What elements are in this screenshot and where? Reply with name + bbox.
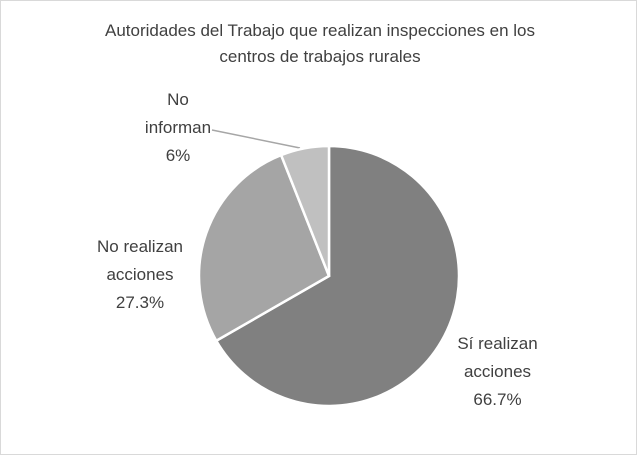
data-label: No informan 6%	[133, 86, 223, 170]
value-label: 6%	[165, 146, 191, 165]
chart-title: Autoridades del Trabajo que realizan ins…	[105, 21, 535, 66]
category-label: Sí realizan acciones	[457, 334, 538, 381]
value-label: 66.7%	[473, 390, 522, 409]
pie-slice	[214, 144, 461, 408]
data-label: Sí realizan acciones 66.7%	[445, 330, 550, 414]
category-label: No realizan acciones	[97, 237, 183, 284]
data-label: No realizan acciones 27.3%	[70, 233, 210, 317]
category-label: No informan	[144, 90, 212, 137]
pie-slice	[197, 153, 331, 343]
pie-slice	[279, 144, 331, 277]
value-label: 27.3%	[115, 293, 165, 312]
leader-line	[211, 129, 301, 149]
